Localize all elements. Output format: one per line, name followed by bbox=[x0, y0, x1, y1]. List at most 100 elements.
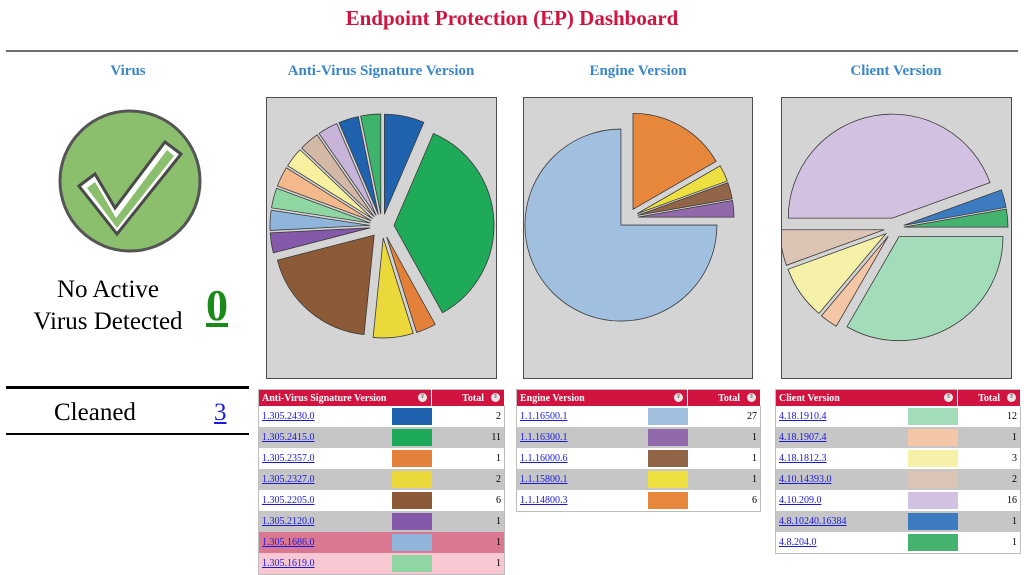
version-link[interactable]: 4.10.14393.0 bbox=[779, 474, 832, 485]
table-row[interactable]: 1.1.16000.6 1 bbox=[516, 448, 761, 469]
table-row[interactable]: 1.1.16500.1 27 bbox=[516, 406, 761, 427]
pie-slice[interactable] bbox=[782, 229, 885, 266]
pie-slice[interactable] bbox=[787, 113, 991, 219]
legend-swatch-cell bbox=[647, 448, 688, 469]
pie-slice[interactable] bbox=[301, 134, 375, 218]
table-row[interactable]: 4.8.204.0 1 bbox=[775, 532, 1021, 554]
pie-slice[interactable] bbox=[632, 112, 717, 211]
sort-icon[interactable]: ⇕ bbox=[674, 393, 683, 402]
table-row[interactable]: 1.305.2327.0 2 bbox=[258, 469, 505, 490]
version-link[interactable]: 1.305.2357.0 bbox=[262, 453, 315, 464]
client-version-column-header[interactable]: Client Version ⇕ bbox=[775, 389, 958, 406]
client-version-pie bbox=[782, 113, 1009, 341]
table-row[interactable]: 1.305.2430.0 2 bbox=[258, 406, 505, 427]
legend-swatch bbox=[391, 429, 432, 446]
active-virus-count-link[interactable]: 0 bbox=[206, 281, 228, 330]
pie-slice[interactable] bbox=[787, 232, 888, 314]
legend-swatch bbox=[647, 408, 688, 425]
table-row[interactable]: 1.305.1686.0 1 bbox=[258, 532, 505, 553]
pie-slice[interactable] bbox=[338, 116, 379, 215]
pie-slice[interactable] bbox=[269, 209, 371, 231]
version-link[interactable]: 1.1.16500.1 bbox=[520, 411, 568, 422]
version-link[interactable]: 4.18.1910.4 bbox=[779, 411, 827, 422]
table-row[interactable]: 1.1.14800.3 6 bbox=[516, 490, 761, 512]
pie-slice[interactable] bbox=[360, 113, 382, 215]
table-row[interactable]: 4.18.1910.4 12 bbox=[775, 406, 1021, 427]
av-version-column-header[interactable]: Anti-Virus Signature Version ⇕ bbox=[258, 389, 432, 406]
legend-swatch bbox=[391, 408, 432, 425]
pie-slice[interactable] bbox=[903, 208, 1009, 228]
version-link[interactable]: 4.18.1907.4 bbox=[779, 432, 827, 443]
version-link[interactable]: 4.10.209.0 bbox=[779, 495, 822, 506]
pie-slice[interactable] bbox=[820, 235, 889, 327]
table-row[interactable]: 1.1.15800.1 1 bbox=[516, 469, 761, 490]
version-link[interactable]: 1.305.2205.0 bbox=[262, 495, 315, 506]
table-row[interactable]: 1.1.16300.1 1 bbox=[516, 427, 761, 448]
version-link[interactable]: 4.8.204.0 bbox=[779, 537, 817, 548]
table-row[interactable]: 1.305.2415.0 11 bbox=[258, 427, 505, 448]
cleaned-count-link[interactable]: 3 bbox=[214, 399, 227, 426]
pie-slice[interactable] bbox=[393, 132, 495, 314]
pie-slice[interactable] bbox=[276, 167, 372, 222]
version-link[interactable]: 4.8.10240.16384 bbox=[779, 516, 847, 527]
version-link[interactable]: 1.305.2415.0 bbox=[262, 432, 315, 443]
sort-icon[interactable]: ⇕ bbox=[747, 393, 756, 402]
legend-swatch bbox=[391, 450, 432, 467]
pie-slice[interactable] bbox=[271, 187, 371, 224]
table-row[interactable]: 4.18.1907.4 1 bbox=[775, 427, 1021, 448]
client-version-header-label: Client Version bbox=[779, 392, 840, 404]
version-link[interactable]: 1.1.15800.1 bbox=[520, 474, 568, 485]
version-link[interactable]: 1.305.2430.0 bbox=[262, 411, 315, 422]
table-row[interactable]: 4.10.209.0 16 bbox=[775, 490, 1021, 511]
engine-version-pie bbox=[524, 112, 735, 322]
cleaned-top-divider bbox=[6, 386, 249, 389]
table-row[interactable]: 1.305.1619.0 1 bbox=[258, 553, 505, 575]
client-total-header-label: Total bbox=[978, 392, 1000, 404]
total-cell: 2 bbox=[957, 469, 1021, 490]
version-cell: 4.18.1907.4 bbox=[775, 427, 908, 448]
legend-swatch bbox=[907, 471, 958, 488]
version-link[interactable]: 1.1.14800.3 bbox=[520, 495, 568, 506]
version-link[interactable]: 1.305.2327.0 bbox=[262, 474, 315, 485]
pie-slice[interactable] bbox=[269, 227, 371, 254]
sort-icon[interactable]: ⇕ bbox=[944, 393, 953, 402]
table-row[interactable]: 1.305.2205.0 6 bbox=[258, 490, 505, 511]
legend-swatch bbox=[391, 492, 432, 509]
sort-icon[interactable]: ⇕ bbox=[1007, 393, 1016, 402]
sort-icon[interactable]: ⇕ bbox=[418, 393, 427, 402]
pie-slice[interactable] bbox=[846, 236, 1004, 341]
version-cell: 1.1.15800.1 bbox=[516, 469, 648, 490]
engine-version-column-header[interactable]: Engine Version ⇕ bbox=[516, 389, 688, 406]
sort-icon[interactable]: ⇕ bbox=[491, 393, 500, 402]
pie-slice[interactable] bbox=[372, 237, 414, 339]
version-link[interactable]: 1.1.16300.1 bbox=[520, 432, 568, 443]
pie-slice[interactable] bbox=[386, 236, 436, 333]
client-version-pie-chart bbox=[781, 97, 1012, 379]
pie-slice[interactable] bbox=[636, 165, 728, 215]
pie-slice[interactable] bbox=[637, 182, 733, 216]
table-row[interactable]: 4.10.14393.0 2 bbox=[775, 469, 1021, 490]
table-row[interactable]: 1.305.2120.0 1 bbox=[258, 511, 505, 532]
av-total-column-header[interactable]: Total ⇕ bbox=[431, 389, 505, 406]
version-cell: 1.305.1619.0 bbox=[258, 553, 392, 575]
version-link[interactable]: 1.1.16000.6 bbox=[520, 453, 568, 464]
version-link[interactable]: 1.305.2120.0 bbox=[262, 516, 315, 527]
version-link[interactable]: 4.18.1812.3 bbox=[779, 453, 827, 464]
pie-slice[interactable] bbox=[903, 189, 1007, 226]
pie-slice[interactable] bbox=[637, 199, 735, 218]
pie-slice[interactable] bbox=[384, 113, 425, 215]
legend-swatch bbox=[907, 408, 958, 425]
table-row[interactable]: 4.18.1812.3 3 bbox=[775, 448, 1021, 469]
table-row[interactable]: 4.8.10240.16384 1 bbox=[775, 511, 1021, 532]
client-total-column-header[interactable]: Total ⇕ bbox=[957, 389, 1021, 406]
engine-total-column-header[interactable]: Total ⇕ bbox=[687, 389, 761, 406]
pie-slice[interactable] bbox=[318, 123, 377, 216]
pie-slice[interactable] bbox=[276, 234, 375, 336]
table-row[interactable]: 1.305.2357.0 1 bbox=[258, 448, 505, 469]
virus-status-line2: Virus Detected bbox=[33, 308, 183, 335]
pie-slice[interactable] bbox=[524, 128, 718, 322]
pie-slice[interactable] bbox=[287, 149, 373, 219]
version-link[interactable]: 1.305.1686.0 bbox=[262, 537, 315, 548]
legend-swatch-cell bbox=[907, 532, 958, 554]
version-link[interactable]: 1.305.1619.0 bbox=[262, 558, 315, 569]
